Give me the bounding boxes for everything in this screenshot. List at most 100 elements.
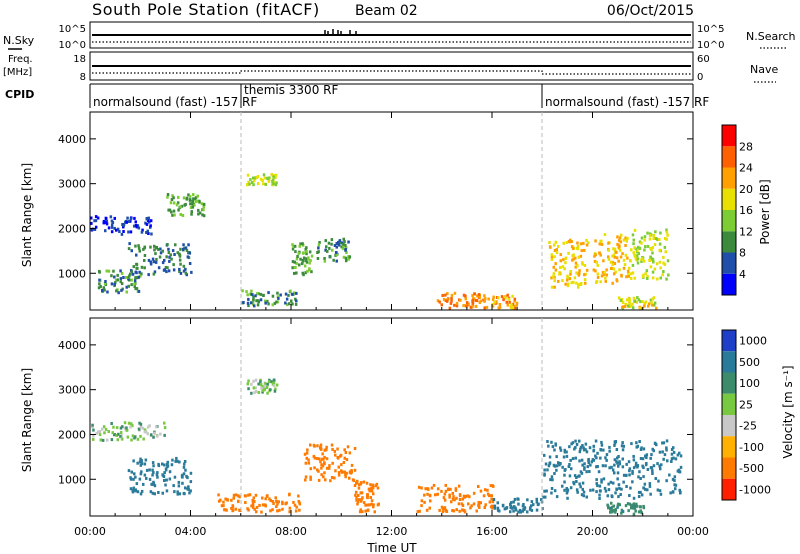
velocity-cell (551, 445, 555, 449)
power-cell (564, 257, 568, 260)
power-cell (328, 246, 331, 250)
velocity-cell (584, 442, 588, 446)
velocity-cell (620, 444, 624, 448)
velocity-cell (634, 461, 638, 465)
velocity-cell (594, 439, 598, 443)
velocity-cell (443, 492, 447, 496)
velocity-cell (127, 469, 131, 473)
power-cell (130, 249, 133, 253)
power-cell (134, 276, 137, 280)
y-tick-label: 4000 (58, 133, 86, 146)
power-cell (335, 242, 338, 245)
power-cell (301, 242, 304, 246)
velocity-cell (550, 475, 554, 479)
velocity-cell (551, 478, 554, 482)
velocity-cell (558, 463, 561, 467)
power-cell (125, 276, 128, 279)
power-cell (438, 300, 441, 304)
power-cell (147, 232, 150, 235)
velocity-cell (613, 441, 617, 445)
velocity-cell (580, 471, 584, 475)
cpid-segment-2: themis 3300 RF (244, 83, 338, 97)
velocity-cell (614, 510, 617, 514)
velocity-cell (139, 472, 143, 476)
power-cell (639, 300, 642, 304)
velocity-cell (587, 459, 590, 462)
x-tick-label: 16:00 (476, 525, 508, 538)
power-region-11 (592, 233, 633, 285)
power-cell (127, 284, 130, 288)
velocity-cell (269, 499, 272, 502)
velocity-region-7 (492, 497, 544, 514)
velocity-cell (177, 484, 181, 488)
velocity-cell (596, 465, 599, 468)
power-cell (114, 278, 118, 282)
power-cell (611, 262, 614, 266)
power-cell (580, 249, 583, 253)
power-cell (646, 231, 649, 235)
power-colorbar-tick: 20 (739, 183, 753, 196)
power-cell (617, 238, 621, 242)
power-cell (576, 244, 580, 248)
power-cell (137, 244, 140, 248)
velocity-cell (171, 458, 174, 462)
velocity-cell (665, 479, 668, 483)
power-cell (483, 299, 486, 303)
power-cell (152, 272, 156, 276)
power-cell (621, 300, 625, 304)
power-cell (179, 262, 182, 266)
velocity-cell (351, 478, 355, 482)
velocity-cell (110, 438, 114, 442)
power-cell (345, 251, 348, 255)
velocity-cell (559, 446, 562, 450)
power-cell (649, 255, 652, 259)
power-cell (303, 264, 307, 268)
power-cell (141, 228, 144, 232)
velocity-cell (659, 492, 663, 496)
velocity-cell (662, 457, 665, 461)
power-cell (296, 255, 299, 258)
velocity-cell (621, 448, 625, 452)
velocity-cell (573, 447, 576, 451)
power-cell (619, 298, 623, 302)
power-cell (511, 294, 514, 298)
power-cell (485, 305, 489, 309)
velocity-cell (641, 464, 644, 468)
velocity-cell (620, 511, 623, 515)
power-cell (133, 279, 137, 283)
velocity-cell (152, 464, 155, 468)
power-cell (665, 277, 668, 281)
power-cell (263, 176, 267, 180)
power-cell (256, 303, 260, 307)
velocity-cell (100, 427, 104, 431)
power-cell (169, 253, 172, 257)
velocity-cell (343, 470, 346, 474)
velocity-cell (621, 510, 625, 514)
velocity-cell (223, 508, 226, 512)
x-axis-label: Time UT (366, 541, 417, 554)
power-colorbar-swatch (722, 273, 736, 295)
power-cell (274, 183, 277, 187)
power-cell (274, 176, 277, 180)
power-cell (163, 268, 167, 272)
velocity-cell (372, 503, 375, 507)
power-cell (654, 230, 657, 234)
velocity-cell (163, 479, 166, 482)
velocity-cell (151, 461, 155, 465)
velocity-cell (163, 433, 166, 437)
velocity-cell (532, 503, 535, 507)
velocity-cell (266, 382, 269, 386)
power-cell (122, 222, 126, 226)
power-cell (616, 242, 619, 246)
velocity-cell (517, 510, 520, 514)
power-cell (113, 275, 116, 279)
velocity-colorbar-swatch (722, 415, 736, 437)
power-cell (324, 239, 327, 243)
power-cell (548, 241, 551, 244)
freq-label: Freq. (8, 54, 33, 65)
velocity-cell (164, 468, 168, 472)
velocity-cell (129, 487, 133, 491)
power-cell (571, 247, 575, 250)
power-cell (634, 257, 638, 261)
velocity-cell (479, 501, 482, 505)
